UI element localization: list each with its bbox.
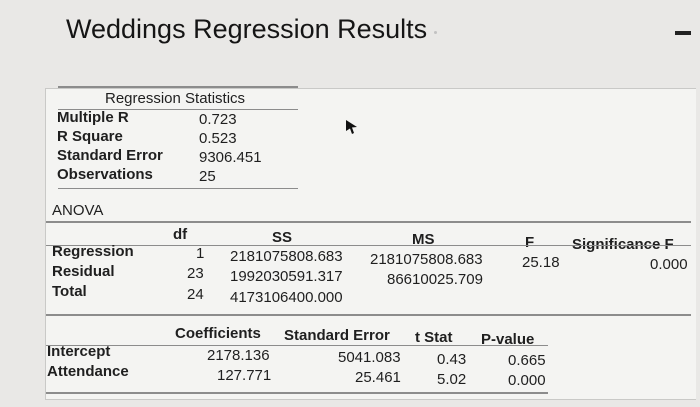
coef-cell: 127.771 bbox=[217, 367, 272, 384]
coef-cell: 0.665 bbox=[508, 352, 546, 369]
stat-value: 0.523 bbox=[199, 130, 237, 147]
results-panel bbox=[45, 88, 696, 400]
coef-cell: 0.000 bbox=[508, 372, 546, 389]
anova-row-label: Residual bbox=[52, 263, 115, 280]
stat-label: Standard Error bbox=[57, 147, 163, 164]
anova-cell: 1 bbox=[196, 245, 205, 262]
anova-cell: 2181075808.683 bbox=[230, 248, 343, 265]
coef-cell: 5.02 bbox=[437, 371, 467, 388]
anova-cell: 86610025.709 bbox=[387, 271, 483, 288]
page-title: Weddings Regression Results bbox=[66, 14, 428, 44]
divider bbox=[46, 392, 548, 394]
coef-cell: 0.43 bbox=[437, 351, 467, 368]
coef-header-coefficients: Coefficients bbox=[175, 325, 261, 342]
stat-value: 25 bbox=[199, 168, 216, 185]
anova-header-f: F bbox=[525, 234, 535, 251]
anova-cell: 23 bbox=[187, 265, 204, 282]
anova-header-df: df bbox=[173, 226, 188, 243]
stat-value: 0.723 bbox=[199, 111, 237, 128]
mouse-pointer-icon bbox=[346, 120, 357, 134]
anova-row-label: Total bbox=[52, 283, 87, 300]
stat-label: R Square bbox=[57, 128, 123, 145]
decorative-dot bbox=[434, 31, 437, 34]
anova-cell: 2181075808.683 bbox=[370, 251, 483, 268]
anova-cell: 25.18 bbox=[522, 254, 560, 271]
anova-label: ANOVA bbox=[52, 202, 104, 219]
coef-header-standard-error: Standard Error bbox=[284, 327, 390, 344]
divider bbox=[58, 86, 298, 88]
anova-header-ms: MS bbox=[412, 231, 435, 248]
stat-label: Observations bbox=[57, 166, 153, 183]
divider bbox=[46, 221, 691, 223]
divider bbox=[46, 314, 691, 316]
coef-cell: 25.461 bbox=[355, 369, 401, 386]
coef-row-label: Intercept bbox=[47, 343, 111, 360]
coef-cell: 2178.136 bbox=[207, 347, 270, 364]
stat-label: Multiple R bbox=[57, 109, 129, 126]
coef-cell: 5041.083 bbox=[338, 349, 401, 366]
regression-statistics-header: Regression Statistics bbox=[105, 90, 246, 107]
divider bbox=[58, 188, 298, 189]
coef-header-t-stat: t Stat bbox=[415, 329, 453, 346]
anova-cell: 0.000 bbox=[650, 256, 688, 273]
anova-cell: 24 bbox=[187, 286, 204, 303]
coef-row-label: Attendance bbox=[47, 363, 129, 380]
minimize-icon[interactable] bbox=[675, 31, 691, 35]
stat-value: 9306.451 bbox=[199, 149, 262, 166]
divider bbox=[58, 109, 298, 110]
anova-cell: 4173106400.000 bbox=[230, 289, 343, 306]
anova-row-label: Regression bbox=[52, 243, 134, 260]
divider bbox=[46, 345, 548, 346]
anova-header-ss: SS bbox=[272, 229, 293, 246]
divider bbox=[46, 245, 691, 246]
anova-cell: 1992030591.317 bbox=[230, 268, 343, 285]
anova-header-significance-f: Significance F bbox=[572, 236, 674, 253]
coef-header-p-value: P-value bbox=[481, 331, 535, 348]
